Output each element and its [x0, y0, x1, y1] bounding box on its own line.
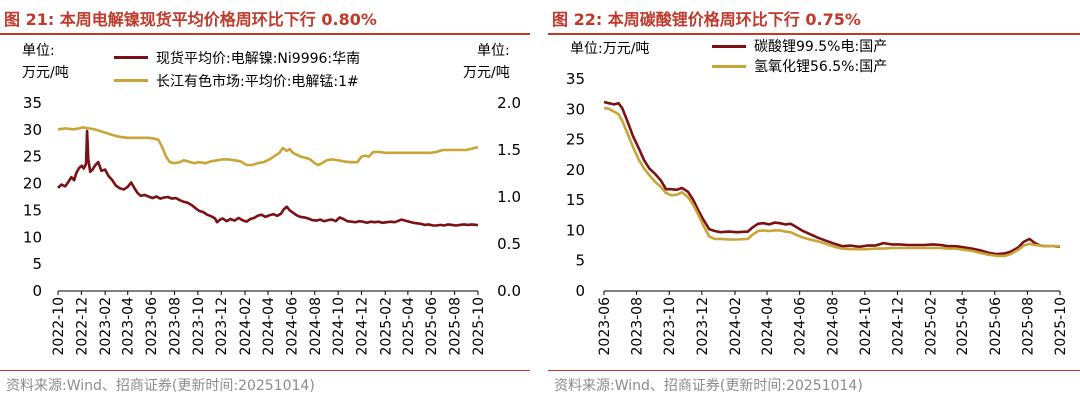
x-tick-label: 2023-12	[695, 297, 711, 356]
x-tick-label: 2022-12	[74, 297, 90, 356]
y-tick-label: 30	[566, 100, 585, 118]
legend-label: 长江有色市场:平均价:电解锰:1#	[156, 73, 359, 90]
x-tick-label: 2024-10	[331, 297, 347, 356]
x-tick-label: 2023-08	[630, 297, 646, 356]
x-tick-label: 2025-02	[924, 297, 940, 356]
y-tick-label: 0	[575, 282, 585, 300]
y-tick-label: 25	[566, 131, 585, 149]
title-divider	[0, 33, 530, 35]
right-axis-unit: 单位: 万元/吨	[463, 40, 510, 84]
x-tick-label: 2023-10	[191, 297, 207, 356]
x-tick-label: 2025-08	[448, 297, 464, 356]
y-tick-label: 15	[566, 191, 585, 209]
x-tick-label: 2023-04	[121, 297, 137, 356]
legend: 现货平均价:电解镍:Ni9996:华南 长江有色市场:平均价:电解锰:1#	[114, 46, 360, 92]
x-tick-label: 2024-02	[238, 297, 254, 356]
x-tick-label: 2024-08	[825, 297, 841, 356]
x-tick-label: 2024-06	[284, 297, 300, 356]
unit-line-2: 万元/吨	[22, 65, 69, 81]
y2-tick-label: 0.0	[497, 282, 521, 300]
y-tick-label: 10	[566, 221, 585, 239]
x-tick-label: 2025-06	[424, 297, 440, 356]
legend-label: 碳酸锂99.5%电:国产	[754, 39, 888, 55]
y2-tick-label: 1.0	[497, 188, 521, 206]
left-axis-unit: 单位: 万元/吨	[22, 40, 69, 84]
x-tick-label: 2025-04	[955, 297, 971, 356]
legend-item: 长江有色市场:平均价:电解锰:1#	[114, 69, 360, 92]
chart-title: 图 21: 本周电解镍现货平均价格周环比下行 0.80%	[4, 10, 377, 29]
x-tick-label: 2023-10	[662, 297, 678, 356]
chart-plot: 0 5 10 15 20 25 30 35 0.0 0.5 1.0 1.5 2.0 2022-10 2022…	[23, 94, 521, 356]
x-tick-label: 2025-08	[1020, 297, 1036, 356]
y-tick-label: 25	[23, 148, 42, 166]
y-tick-label: 20	[566, 161, 585, 179]
unit-line-1: 单位:万元/吨	[570, 41, 650, 57]
x-tick-label: 2024-10	[858, 297, 874, 356]
left-chart-panel: 图 21: 本周电解镍现货平均价格周环比下行 0.80% 单位: 万元/吨 单位…	[0, 0, 530, 401]
x-tick-label: 2022-10	[51, 297, 67, 356]
legend-item: 氢氧化锂56.5%:国产	[712, 56, 887, 76]
legend-swatch	[712, 64, 746, 68]
footer-divider	[0, 370, 530, 371]
chart-plot: 0 5 10 15 20 25 30 35 2023-06 2023-08 2023-10 2023-…	[566, 70, 1069, 356]
x-tick-label: 2023-12	[214, 297, 230, 356]
x-tick-label: 2025-04	[401, 297, 417, 356]
x-tick-label: 2023-06	[144, 297, 160, 356]
x-tick-label: 2023-06	[597, 297, 613, 356]
x-tick-label: 2024-06	[793, 297, 809, 356]
y-tick-label: 5	[575, 252, 585, 270]
right-chart-panel: 图 22: 本周碳酸锂价格周环比下行 0.75% 单位:万元/吨 碳酸锂99.5…	[548, 0, 1080, 401]
series-line-1	[57, 129, 478, 227]
x-tick-label: 2025-06	[988, 297, 1004, 356]
x-tick-label: 2025-02	[378, 297, 394, 356]
x-tick-label: 2024-08	[308, 297, 324, 356]
series-line-2	[603, 106, 1060, 258]
series-line-1	[603, 100, 1061, 256]
y2-tick-label: 2.0	[497, 94, 521, 112]
title-divider	[548, 33, 1080, 35]
unit-line-2: 万元/吨	[463, 65, 510, 81]
legend-item: 碳酸锂99.5%电:国产	[712, 36, 887, 56]
x-tick-label: 2025-10	[1053, 297, 1069, 356]
y-tick-label: 15	[23, 201, 42, 219]
legend-label: 氢氧化锂56.5%:国产	[754, 59, 888, 75]
y-tick-label: 0	[32, 282, 42, 300]
y-tick-label: 10	[23, 228, 42, 246]
y2-tick-label: 0.5	[497, 235, 521, 253]
unit-line-1: 单位:	[477, 43, 510, 59]
y-tick-label: 5	[32, 255, 42, 273]
x-tick-label: 2024-02	[728, 297, 744, 356]
y-tick-label: 35	[23, 94, 42, 112]
x-tick-label: 2024-12	[890, 297, 906, 356]
chart-title: 图 22: 本周碳酸锂价格周环比下行 0.75%	[552, 10, 861, 29]
legend-swatch	[114, 79, 148, 82]
legend-swatch	[712, 44, 746, 48]
left-axis-unit: 单位:万元/吨	[570, 38, 649, 60]
legend-swatch	[114, 56, 148, 59]
x-tick-label: 2024-04	[760, 297, 776, 356]
series-line-2	[57, 126, 479, 167]
source-note: 资料来源:Wind、招商证券(更新时间:20251014)	[6, 378, 315, 394]
source-note: 资料来源:Wind、招商证券(更新时间:20251014)	[554, 378, 863, 394]
y-tick-label: 30	[23, 121, 42, 139]
legend-item: 现货平均价:电解镍:Ni9996:华南	[114, 46, 360, 69]
x-tick-label: 2023-08	[167, 297, 183, 356]
y-tick-label: 20	[23, 175, 42, 193]
legend-label: 现货平均价:电解镍:Ni9996:华南	[156, 50, 361, 67]
x-tick-label: 2024-04	[261, 297, 277, 356]
x-tick-label: 2023-02	[98, 297, 114, 356]
y2-tick-label: 1.5	[497, 141, 521, 159]
legend: 碳酸锂99.5%电:国产 氢氧化锂56.5%:国产	[712, 36, 887, 76]
y-tick-label: 35	[566, 70, 585, 88]
unit-line-1: 单位:	[22, 43, 55, 59]
x-tick-label: 2025-10	[471, 297, 487, 356]
footer-divider	[548, 370, 1080, 371]
x-tick-label: 2024-12	[355, 297, 371, 356]
